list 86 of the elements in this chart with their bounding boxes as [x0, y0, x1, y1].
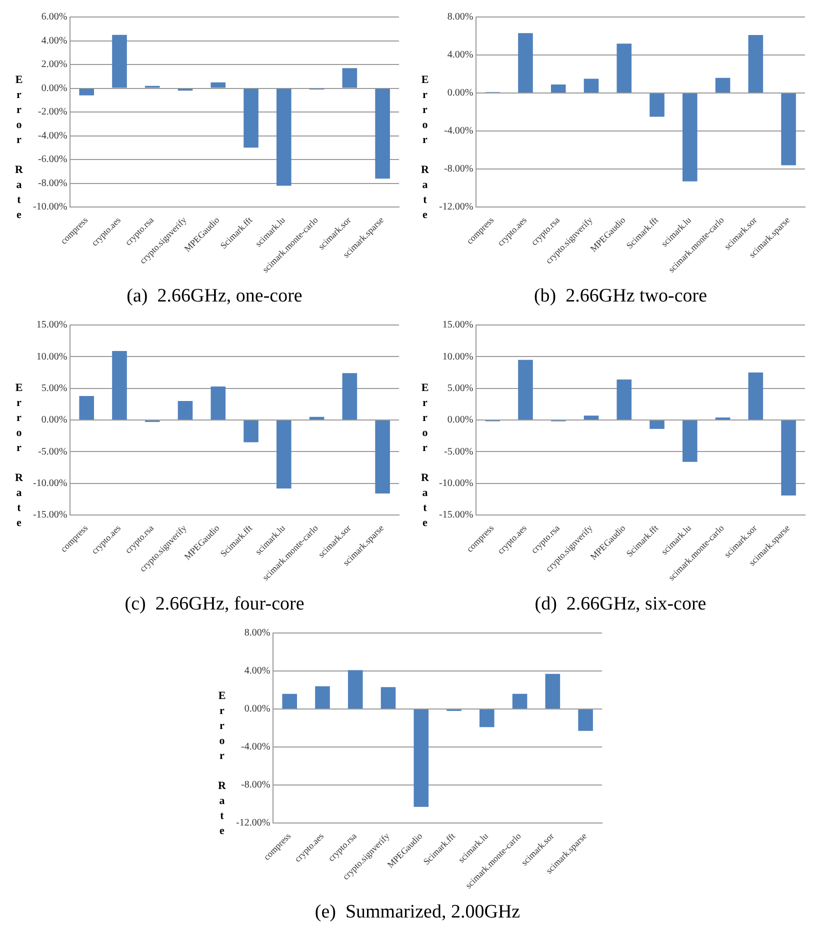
bar: [375, 420, 390, 494]
y-tick-label: 5.00%: [41, 382, 68, 394]
text: (b) 2.66GHz two-core: [534, 286, 708, 307]
y-tick-label: -12.00%: [438, 202, 474, 213]
y-tick-label: 15.00%: [442, 320, 474, 331]
y-tick-label: 4.00%: [41, 35, 68, 46]
y-tick-label: 6.00%: [41, 12, 68, 23]
bar: [545, 674, 560, 709]
bar: [244, 420, 258, 442]
y-tick-label: -8.00%: [240, 780, 270, 791]
y-tick-label: 8.00%: [244, 628, 270, 639]
y-tick-label: -4.00%: [240, 742, 270, 753]
bar: [518, 33, 533, 93]
y-tick-label: 10.00%: [36, 351, 68, 362]
y-axis-title: Error Rate: [12, 382, 26, 532]
bar: [512, 694, 528, 709]
bar: [309, 416, 324, 420]
bar: [616, 44, 632, 93]
bar: [178, 401, 193, 420]
y-tick-label: -10.00%: [32, 478, 68, 490]
bar: [112, 34, 127, 88]
bar: [518, 360, 533, 420]
text: (d) 2.66GHz, six-core: [534, 594, 706, 615]
y-tick-label: -12.00%: [236, 818, 270, 829]
y-tick-label: 2.00%: [41, 59, 68, 70]
y-tick-label: -4.00%: [38, 130, 68, 142]
bar: [584, 416, 599, 420]
bar: [550, 84, 566, 93]
y-tick-label: 0.00%: [41, 414, 68, 426]
bar: [616, 379, 632, 420]
y-tick-label: -2.00%: [38, 106, 68, 118]
y-tick-label: -5.00%: [38, 446, 68, 458]
y-tick-label: 5.00%: [447, 382, 474, 394]
y-tick-label: 4.00%: [244, 666, 270, 677]
y-tick-label: -8.00%: [444, 164, 474, 175]
y-tick-label: -10.00%: [438, 478, 474, 490]
y-axis-title: Error Rate: [215, 690, 229, 840]
y-axis-title: Error Rate: [418, 382, 432, 532]
bar: [748, 372, 764, 420]
bar: [79, 88, 94, 96]
bar: [276, 88, 292, 186]
bar: [79, 396, 94, 420]
bar: [112, 350, 127, 420]
bar: [584, 78, 599, 93]
bar: [282, 694, 297, 709]
y-tick-label: -8.00%: [38, 178, 68, 189]
y-tick-label: 4.00%: [447, 50, 474, 61]
bar: [210, 82, 226, 88]
bar: [682, 94, 698, 182]
y-tick-label: 0.00%: [244, 704, 270, 715]
bar: [375, 88, 390, 179]
text: (c) 2.66GHz, four-core: [124, 594, 304, 615]
y-tick-label: 0.00%: [41, 82, 68, 94]
y-tick-label: 8.00%: [447, 12, 474, 23]
bar: [414, 710, 429, 807]
text: (a) 2.66GHz, one-core: [126, 286, 302, 307]
bar: [650, 420, 664, 429]
bar: [315, 686, 330, 709]
bar: [244, 88, 258, 148]
bar: [480, 710, 494, 728]
bar: [210, 386, 226, 420]
bar: [682, 420, 698, 462]
bar: [781, 420, 796, 496]
text: (e) Summarized, 2.00GHz: [314, 902, 520, 923]
bar: [781, 94, 796, 166]
bar: [348, 670, 363, 709]
bar: [715, 78, 730, 93]
y-tick-label: -5.00%: [444, 446, 474, 458]
y-tick-label: 0.00%: [447, 88, 474, 99]
y-tick-label: -15.00%: [32, 510, 68, 521]
y-tick-label: 0.00%: [447, 414, 474, 426]
bar: [650, 94, 664, 117]
y-tick-label: -10.00%: [32, 202, 68, 213]
y-axis-title: Error Rate: [12, 74, 26, 224]
y-axis-title: Error Rate: [418, 74, 432, 224]
bar: [342, 68, 358, 88]
y-tick-label: 15.00%: [36, 320, 68, 331]
y-tick-label: 10.00%: [442, 351, 474, 362]
y-tick-label: -4.00%: [444, 126, 474, 137]
bar: [748, 35, 764, 93]
bar: [380, 687, 396, 709]
bar: [276, 420, 292, 488]
y-tick-label: -15.00%: [438, 510, 474, 521]
bar: [342, 373, 358, 420]
bar: [578, 710, 593, 731]
y-tick-label: -6.00%: [38, 154, 68, 166]
